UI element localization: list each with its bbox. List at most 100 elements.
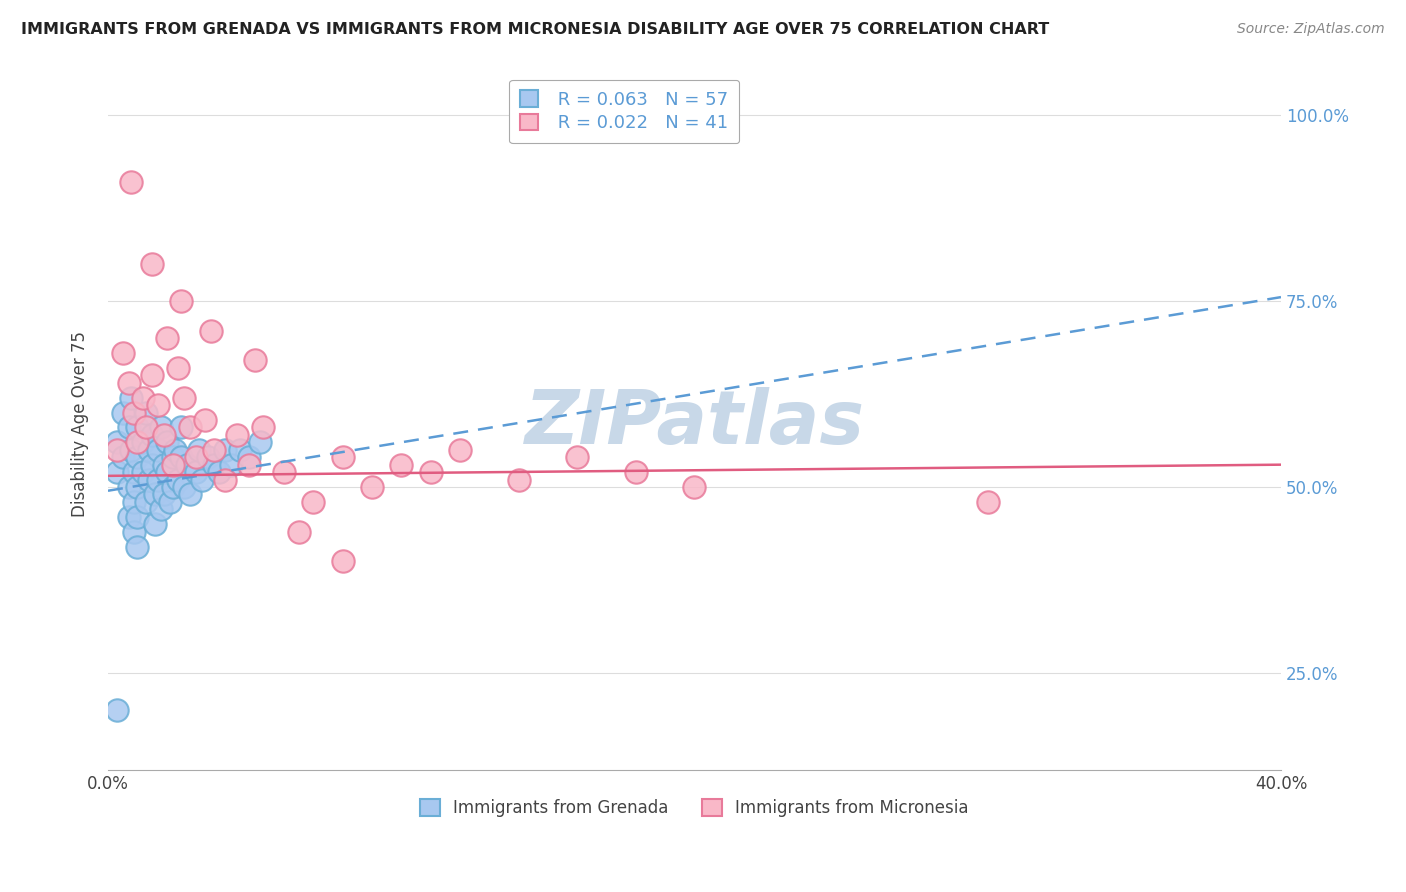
Point [117,420,139,434]
Point [132,391,155,405]
Point [143,517,166,532]
Point [624,465,647,479]
Point [117,480,139,494]
Point [127,509,149,524]
Point [111,450,134,465]
Point [249,435,271,450]
Point [146,473,169,487]
Point [124,405,146,419]
Text: Source: ZipAtlas.com: Source: ZipAtlas.com [1237,22,1385,37]
Point [105,465,128,479]
Point [179,487,201,501]
Point [117,376,139,390]
Point [149,502,172,516]
Point [141,428,163,442]
Point [332,554,354,568]
Y-axis label: Disability Age Over 75: Disability Age Over 75 [72,331,89,516]
Point [214,473,236,487]
Point [127,435,149,450]
Point [977,495,1000,509]
Text: IMMIGRANTS FROM GRENADA VS IMMIGRANTS FROM MICRONESIA DISABILITY AGE OVER 75 COR: IMMIGRANTS FROM GRENADA VS IMMIGRANTS FR… [21,22,1049,37]
Point [111,346,134,360]
Point [105,435,128,450]
Point [191,473,214,487]
Point [419,465,441,479]
Point [165,442,187,457]
Point [138,473,160,487]
Point [156,435,179,450]
Point [208,465,231,479]
Point [361,480,384,494]
Point [170,420,193,434]
Point [120,175,142,189]
Point [124,495,146,509]
Point [167,473,190,487]
Point [170,450,193,465]
Point [173,391,195,405]
Point [135,495,157,509]
Point [132,435,155,450]
Point [162,480,184,494]
Point [184,450,207,465]
Point [135,405,157,419]
Point [124,465,146,479]
Point [238,458,260,472]
Point [167,360,190,375]
Text: ZIPatlas: ZIPatlas [524,387,865,460]
Point [176,458,198,472]
Point [152,487,174,501]
Point [127,450,149,465]
Point [243,353,266,368]
Point [202,458,225,472]
Point [197,450,219,465]
Point [111,405,134,419]
Point [200,324,222,338]
Point [229,442,252,457]
Point [449,442,471,457]
Point [287,524,309,539]
Point [194,413,217,427]
Legend: Immigrants from Grenada, Immigrants from Micronesia: Immigrants from Grenada, Immigrants from… [413,792,976,824]
Point [143,487,166,501]
Point [138,442,160,457]
Point [117,509,139,524]
Point [127,540,149,554]
Point [202,442,225,457]
Point [219,458,242,472]
Point [120,442,142,457]
Point [567,450,589,465]
Point [170,293,193,308]
Point [173,480,195,494]
Point [135,420,157,434]
Point [214,442,236,457]
Point [187,442,209,457]
Point [156,331,179,345]
Point [120,391,142,405]
Point [252,420,274,434]
Point [683,480,706,494]
Point [127,420,149,434]
Point [156,465,179,479]
Point [179,420,201,434]
Point [124,524,146,539]
Point [132,465,155,479]
Point [152,458,174,472]
Point [162,458,184,472]
Point [273,465,295,479]
Point [302,495,325,509]
Point [238,450,260,465]
Point [146,442,169,457]
Point [159,495,181,509]
Point [105,703,128,717]
Point [146,398,169,412]
Point [127,480,149,494]
Point [162,450,184,465]
Point [184,465,207,479]
Point [508,473,530,487]
Point [141,458,163,472]
Point [226,428,249,442]
Point [141,368,163,383]
Point [149,420,172,434]
Point [152,428,174,442]
Point [141,257,163,271]
